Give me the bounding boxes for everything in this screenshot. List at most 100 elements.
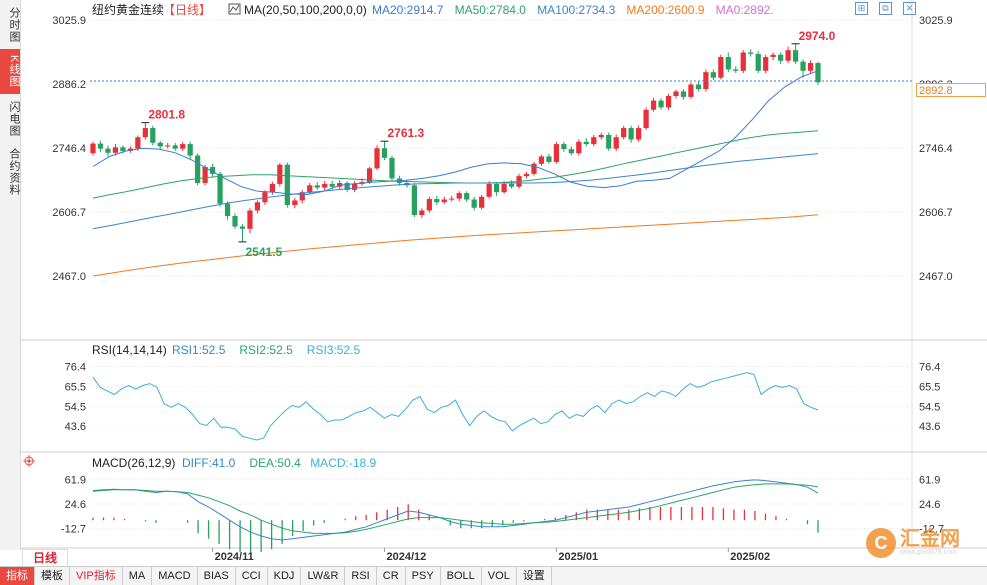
candle-body bbox=[695, 84, 702, 90]
candle-body bbox=[493, 183, 500, 193]
candle-body bbox=[247, 210, 253, 229]
candle-body bbox=[792, 50, 799, 62]
toolbar-item-10[interactable]: CR bbox=[377, 567, 406, 585]
x-tick-label: 2024/12 bbox=[386, 551, 426, 563]
ma-legend-item: MA0:2892. bbox=[716, 3, 774, 17]
candle-body bbox=[479, 196, 485, 208]
toolbar-item-9[interactable]: RSI bbox=[345, 567, 377, 585]
candle-body bbox=[150, 128, 156, 143]
candle-body bbox=[546, 156, 552, 162]
toolbar-item-5[interactable]: BIAS bbox=[198, 567, 236, 585]
candle-body bbox=[374, 148, 380, 169]
toolbar-item-4[interactable]: MACD bbox=[152, 567, 198, 585]
toolbar-item-1[interactable]: 模板 bbox=[35, 567, 70, 585]
candle-body bbox=[202, 166, 208, 184]
rsi-panel: 76.4 76.4 65.5 65.5 54.5 54.5 43.6 43.6 bbox=[65, 362, 940, 441]
candle-body bbox=[464, 193, 470, 200]
rsi-legend-item: RSI1:52.5 bbox=[172, 343, 226, 357]
rsi-y-tick-left: 43.6 bbox=[65, 421, 86, 433]
period-button[interactable]: 日线 bbox=[22, 549, 69, 567]
rsi-title: RSI(14,14,14) bbox=[92, 343, 167, 357]
toolbar-item-12[interactable]: BOLL bbox=[441, 567, 482, 585]
candle-body bbox=[748, 52, 754, 54]
candle-body bbox=[180, 144, 186, 149]
candle-body bbox=[187, 144, 193, 156]
side-tab-3[interactable]: 合约资料 bbox=[8, 148, 20, 196]
candle-body bbox=[292, 200, 298, 206]
candle-body bbox=[90, 143, 96, 154]
candle-body bbox=[299, 192, 305, 201]
candle-body bbox=[725, 57, 731, 70]
candle-body bbox=[112, 147, 119, 153]
rsi-y-tick-right: 65.5 bbox=[919, 381, 940, 393]
close-icon[interactable]: ✕ bbox=[903, 2, 916, 15]
candle-body bbox=[195, 155, 201, 184]
candle-body bbox=[815, 63, 821, 83]
instrument-title: 纽约黄金连续 bbox=[92, 2, 164, 17]
price-annotation-label: 2761.3 bbox=[387, 126, 424, 140]
candle-body bbox=[673, 91, 679, 96]
side-tab-2[interactable]: 闪电图 bbox=[8, 100, 20, 137]
candle-body bbox=[621, 128, 627, 138]
candle-body bbox=[568, 149, 574, 154]
toolbar-item-8[interactable]: LW&R bbox=[301, 567, 346, 585]
rsi-y-tick-right: 76.4 bbox=[919, 362, 940, 374]
macd-dea-line bbox=[92, 483, 819, 534]
rsi-y-tick-left: 65.5 bbox=[65, 381, 86, 393]
side-tab-0[interactable]: 分时图 bbox=[8, 6, 20, 43]
watermark-logo-icon: C bbox=[866, 528, 896, 558]
ma-legend-item: MA50:2784.0 bbox=[455, 3, 527, 17]
rsi-y-tick-right: 54.5 bbox=[919, 401, 940, 413]
candle-body bbox=[269, 183, 275, 193]
toolbar-item-11[interactable]: PSY bbox=[406, 567, 441, 585]
expand-icon[interactable]: ⊞ bbox=[855, 2, 868, 15]
restore-icon[interactable]: ⧉ bbox=[879, 2, 892, 15]
candle-body bbox=[120, 147, 126, 151]
candle-body bbox=[322, 183, 328, 188]
chart-type-icon[interactable] bbox=[228, 3, 241, 15]
ma-line-ma200 bbox=[92, 214, 819, 277]
candle-body bbox=[329, 183, 335, 187]
candle-body bbox=[426, 199, 432, 211]
candle-body bbox=[598, 134, 604, 138]
toolbar-item-6[interactable]: CCI bbox=[236, 567, 268, 585]
x-tick-label: 2024/11 bbox=[215, 551, 254, 563]
candle-body bbox=[217, 173, 223, 204]
macd-y-tick-right: -12.7 bbox=[919, 524, 944, 536]
toolbar-item-3[interactable]: MA bbox=[123, 567, 153, 585]
candle-body bbox=[583, 141, 589, 145]
candle-body bbox=[344, 183, 350, 190]
candle-body bbox=[501, 183, 507, 193]
rsi-legend-item: RSI2:52.5 bbox=[239, 343, 293, 357]
rsi-legend-item: RSI3:52.5 bbox=[307, 343, 361, 357]
candle-body bbox=[157, 142, 163, 147]
macd-settings-icon[interactable] bbox=[23, 455, 35, 467]
candle-body bbox=[636, 128, 642, 140]
ma-legend: MA20:2914.7 MA50:2784.0 MA100:2734.3 MA200:… bbox=[372, 3, 774, 17]
candle-body bbox=[740, 52, 746, 71]
candle-body bbox=[419, 210, 425, 216]
candle-body bbox=[508, 183, 515, 187]
candle-body bbox=[531, 163, 537, 174]
side-tab-bar bbox=[0, 0, 21, 550]
candle-body bbox=[239, 226, 246, 229]
candle-body bbox=[209, 166, 216, 174]
candle-body bbox=[366, 168, 373, 183]
candle-body bbox=[97, 143, 104, 149]
macd-y-tick-left: 61.9 bbox=[65, 474, 86, 486]
toolbar-item-14[interactable]: 设置 bbox=[517, 567, 552, 585]
candle-body bbox=[105, 148, 111, 153]
y-tick-left: 2746.4 bbox=[52, 143, 86, 155]
side-tab-1[interactable]: K线图 bbox=[0, 49, 20, 94]
chart-canvas[interactable]: 76.4 76.465.5 65.554.5 54.543.6 43.6 61.9 61.… bbox=[0, 0, 987, 566]
ma-legend-item: MA200:2600.9 bbox=[626, 3, 704, 17]
candle-body bbox=[561, 144, 567, 150]
candle-body bbox=[224, 203, 231, 216]
toolbar-item-0[interactable]: 指标 bbox=[0, 567, 35, 585]
toolbar-item-7[interactable]: KDJ bbox=[268, 567, 302, 585]
x-tick-label: 2025/02 bbox=[730, 551, 770, 563]
y-tick-left: 2886.2 bbox=[52, 79, 86, 91]
toolbar-item-13[interactable]: VOL bbox=[482, 567, 517, 585]
candle-body bbox=[807, 63, 814, 71]
toolbar-item-2[interactable]: VIP指标 bbox=[70, 567, 123, 585]
